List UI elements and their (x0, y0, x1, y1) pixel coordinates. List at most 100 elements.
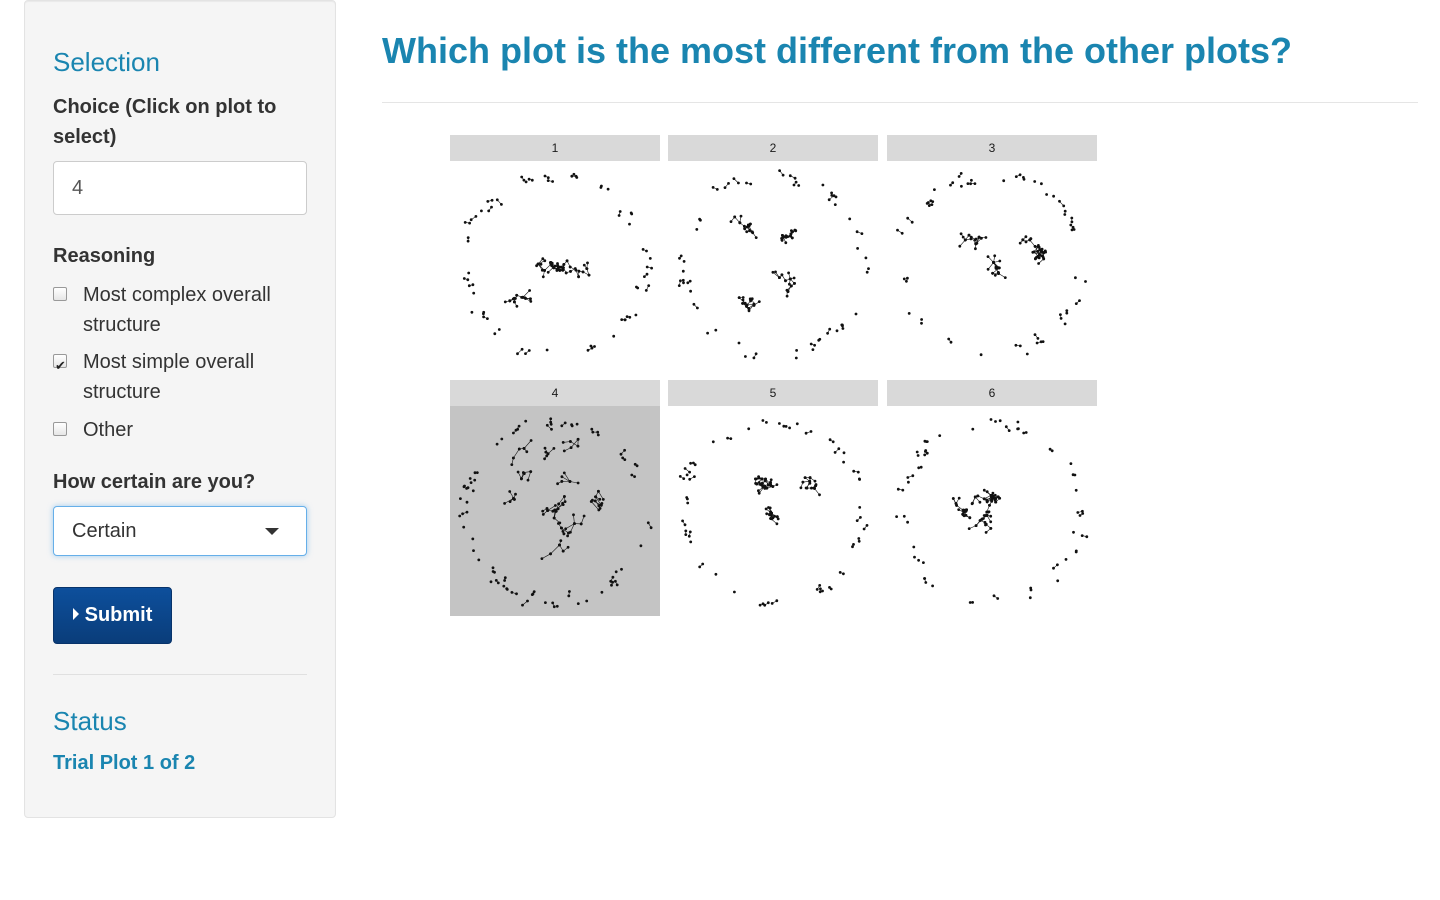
network-node (986, 267, 990, 271)
network-node (562, 471, 566, 475)
network-node (643, 275, 646, 278)
network-node (895, 515, 898, 518)
network-node (775, 599, 779, 603)
network-node (512, 456, 515, 460)
network-node (644, 289, 648, 292)
network-node (543, 269, 546, 272)
network-node (994, 500, 998, 504)
network-node (471, 537, 475, 541)
network-node (842, 451, 846, 455)
network-node (754, 236, 758, 239)
network-node (775, 515, 779, 519)
network-node (521, 295, 525, 299)
network-node (949, 183, 952, 187)
network-node (701, 562, 705, 566)
reasoning-label: Reasoning (53, 245, 156, 267)
lineup-panel-4[interactable]: 4 (450, 380, 660, 616)
network-node (761, 419, 765, 422)
network-node (960, 184, 963, 188)
reason-simple-checkbox[interactable] (53, 351, 67, 381)
network-node (621, 456, 625, 460)
network-node (768, 513, 771, 517)
network-node (470, 310, 474, 314)
network-node (770, 511, 773, 515)
network-node (514, 492, 517, 496)
network-node (541, 509, 545, 513)
network-node (1064, 558, 1068, 561)
submit-button[interactable]: Submit (53, 587, 172, 644)
network-node (974, 247, 977, 251)
network-node (961, 508, 965, 512)
network-node (860, 232, 864, 235)
network-node (1065, 311, 1069, 315)
network-node (982, 514, 986, 517)
network-node (540, 268, 544, 272)
network-node (596, 433, 600, 437)
network-node (761, 481, 764, 485)
network-node (821, 589, 824, 593)
network-node (551, 180, 554, 183)
network-node (577, 275, 580, 279)
lineup-panel-2[interactable]: 2 (668, 135, 878, 371)
network-node (1085, 535, 1089, 539)
network-edge (573, 514, 575, 524)
network-node (901, 488, 905, 492)
network-node (971, 501, 974, 505)
network-node (465, 500, 469, 504)
network-node (552, 605, 556, 609)
network-edge (570, 523, 575, 533)
choice-input[interactable]: 4 (53, 161, 307, 215)
network-node (559, 539, 563, 542)
network-edge (565, 523, 575, 530)
network-node (515, 304, 519, 308)
network-node (461, 512, 464, 516)
network-node (472, 291, 476, 295)
network-node (491, 566, 495, 570)
network-node (775, 522, 779, 526)
network-node (741, 296, 745, 299)
network-node (864, 256, 868, 260)
network-node (982, 488, 986, 492)
network-node (993, 254, 997, 258)
network-node (841, 327, 845, 330)
lineup-panel-6[interactable]: 6 (887, 380, 1097, 616)
reason-other-checkbox[interactable] (53, 422, 67, 436)
network-node (982, 497, 986, 501)
lineup-panel-3[interactable]: 3 (887, 135, 1097, 371)
network-node (529, 470, 533, 473)
network-node (996, 597, 1000, 600)
network-edge (987, 262, 994, 270)
network-node (841, 324, 844, 328)
network-node (503, 502, 506, 505)
lineup-panel-5[interactable]: 5 (668, 380, 878, 616)
certainty-select[interactable]: Certain (53, 506, 307, 556)
network-node (681, 519, 684, 523)
network-edge (547, 505, 556, 511)
network-node (837, 447, 841, 451)
network-node (969, 237, 973, 241)
reason-complex-checkbox[interactable] (53, 287, 67, 301)
network-node (973, 182, 977, 185)
panel-strip-label: 1 (450, 135, 660, 161)
network-node (786, 290, 790, 293)
network-node (513, 300, 516, 304)
network-node (593, 499, 597, 503)
network-edge (580, 515, 585, 525)
network-node (1037, 262, 1040, 265)
network-node (586, 348, 590, 352)
network-node (688, 279, 692, 283)
network-node (462, 525, 466, 529)
network-node (558, 543, 561, 547)
network-node (912, 545, 916, 549)
network-node (568, 265, 572, 269)
network-node (500, 203, 503, 206)
network-node (789, 284, 793, 288)
network-node (925, 440, 929, 443)
network-node (633, 462, 637, 466)
network-node (597, 489, 600, 493)
lineup-panel-1[interactable]: 1 (450, 135, 660, 371)
network-node (549, 420, 553, 424)
network-node (976, 494, 980, 498)
network-node (920, 318, 923, 321)
network-node (490, 198, 494, 202)
